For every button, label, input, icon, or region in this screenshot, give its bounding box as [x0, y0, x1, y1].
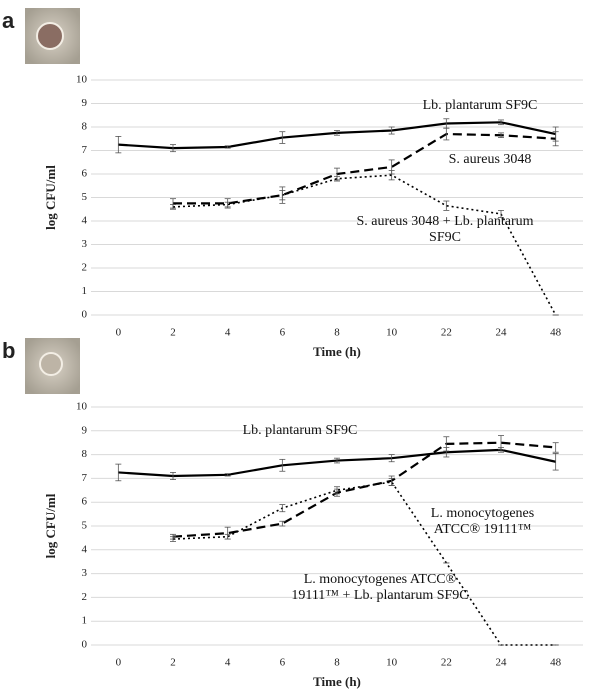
series-label-box: Lb. plantarum SF9C [242, 423, 358, 438]
x-axis-title: Time (h) [313, 344, 361, 359]
y-tick-label: 6 [82, 496, 88, 508]
error-bar [279, 520, 286, 527]
y-tick-label: 0 [82, 639, 88, 651]
error-bar [115, 463, 122, 482]
error-bar [498, 210, 504, 218]
error-bar [224, 533, 231, 540]
series-label: L. monocytogenes ATCC® 19111™ + Lb. plan… [291, 572, 469, 603]
x-tick-label: 4 [225, 657, 231, 669]
y-tick-label: 7 [82, 472, 88, 484]
error-bar [279, 504, 286, 513]
y-tick-label: 2 [82, 262, 88, 274]
series-label: S. aureus 3048 [448, 152, 532, 167]
series-line [172, 481, 556, 646]
y-tick-label: 4 [82, 215, 88, 227]
error-bar [170, 536, 176, 542]
y-tick-label: 9 [82, 97, 88, 109]
error-bar [443, 436, 450, 452]
y-tick-label: 4 [82, 543, 88, 555]
series-label-box: L. monocytogenes ATCC® 19111™ + Lb. plan… [291, 572, 469, 603]
error-bar [334, 175, 340, 182]
y-tick-label: 6 [82, 168, 88, 180]
x-tick-label: 6 [280, 327, 286, 339]
series-line [172, 174, 557, 316]
y-tick-label: 10 [76, 74, 88, 86]
x-tick-label: 22 [441, 657, 452, 669]
error-bar [170, 472, 176, 480]
y-tick-label: 8 [82, 448, 88, 460]
y-tick-label: 1 [82, 615, 88, 627]
error-bar [334, 130, 340, 136]
inhibition-zone [36, 22, 64, 50]
error-bar [388, 477, 395, 486]
error-bar [552, 131, 559, 147]
y-tick-label: 2 [82, 591, 88, 603]
error-bar [334, 457, 340, 464]
series-line [173, 132, 556, 205]
y-tick-label: 0 [82, 309, 88, 321]
series-label-box: L. monocytogenes ATCC® 19111™ [430, 506, 535, 537]
error-bar [498, 132, 504, 138]
y-axis-title: log CFU/ml [43, 165, 58, 230]
x-tick-label: 10 [386, 327, 398, 339]
error-bar [388, 454, 395, 463]
y-tick-label: 5 [82, 520, 88, 532]
error-bar [224, 145, 231, 149]
error-bar [170, 204, 176, 210]
error-bar [334, 486, 340, 495]
error-bar [388, 170, 395, 181]
error-bar [115, 135, 122, 154]
error-bar [498, 119, 504, 126]
y-tick-label: 10 [76, 401, 88, 413]
x-tick-label: 48 [550, 327, 562, 339]
y-tick-label: 3 [82, 238, 88, 250]
series-label: Lb. plantarum SF9C [242, 423, 358, 438]
error-bar [279, 190, 286, 201]
error-bar [552, 442, 559, 453]
y-tick-label: 8 [82, 121, 88, 133]
error-bar [224, 473, 231, 477]
x-tick-label: 24 [496, 327, 508, 339]
x-tick-label: 6 [280, 657, 286, 669]
series-label-box: S. aureus 3048 + Lb. plantarum SF9C [356, 214, 534, 245]
x-axis-title: Time (h) [313, 674, 361, 689]
x-tick-label: 0 [116, 327, 122, 339]
series-label: S. aureus 3048 + Lb. plantarum SF9C [356, 214, 534, 245]
x-tick-label: 48 [550, 657, 562, 669]
x-tick-label: 2 [170, 327, 176, 339]
y-tick-label: 1 [82, 285, 88, 297]
series-label: Lb. plantarum SF9C [422, 98, 538, 113]
error-bar [552, 453, 559, 471]
error-bar [279, 458, 286, 472]
x-tick-label: 8 [334, 657, 340, 669]
series-label: L. monocytogenes ATCC® 19111™ [430, 506, 535, 537]
x-tick-label: 2 [170, 657, 176, 669]
error-bar [224, 201, 231, 208]
error-bar [443, 200, 450, 211]
x-tick-label: 10 [386, 657, 398, 669]
inhibition-zone [39, 352, 63, 376]
error-bar [388, 126, 395, 135]
panel-label: b [2, 338, 15, 363]
y-tick-label: 5 [82, 191, 88, 203]
error-bar [279, 131, 286, 144]
x-tick-label: 22 [441, 327, 452, 339]
y-tick-label: 9 [82, 424, 88, 436]
x-tick-label: 8 [334, 327, 340, 339]
series-label-box: Lb. plantarum SF9C [422, 98, 538, 113]
error-bar [443, 127, 450, 141]
panel-label: a [2, 8, 15, 33]
error-bar [170, 144, 176, 153]
series-label-box: S. aureus 3048 [448, 152, 532, 167]
y-tick-label: 3 [82, 567, 88, 579]
error-bar [498, 435, 504, 451]
x-tick-label: 4 [225, 327, 231, 339]
y-axis-title: log CFU/ml [43, 493, 58, 558]
x-tick-label: 24 [496, 657, 508, 669]
y-tick-label: 7 [82, 144, 88, 156]
x-tick-label: 0 [116, 657, 122, 669]
